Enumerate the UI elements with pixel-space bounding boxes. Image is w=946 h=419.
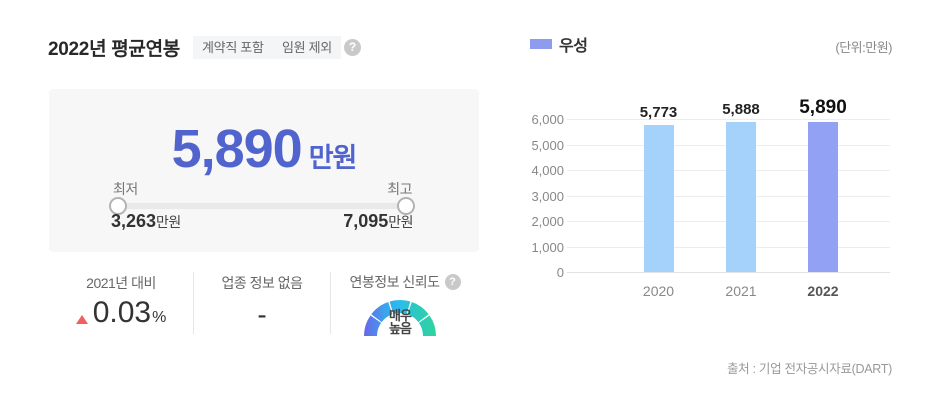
page-title: 2022년 평균연봉 [48, 39, 180, 60]
stat-reliability: 연봉정보 신뢰도 ? 매우 높음 [331, 270, 479, 338]
salary-range-track [112, 203, 412, 209]
help-icon[interactable]: ? [444, 274, 461, 290]
reliability-gauge [364, 300, 436, 336]
x-axis-tick-label: 2022 [807, 283, 839, 299]
stat-industry: 업종 정보 없음 - [194, 270, 330, 338]
reliability-level: 매우 높음 [362, 309, 438, 335]
chart-legend: 우성 [530, 32, 588, 56]
divider [193, 272, 194, 334]
y-axis-tick-label: 6,000 [531, 112, 564, 127]
reliability-level-line1: 매우 [389, 308, 412, 323]
average-salary-unit: 만원 [308, 143, 358, 173]
bar-2022[interactable] [808, 121, 838, 272]
max-salary-unit: 만원 [388, 214, 413, 230]
salary-range-values: 3,263만원 7,095만원 [111, 211, 413, 233]
stat-yoy-value-row: 0.03 % [49, 298, 193, 328]
stat-yoy-label: 2021년 대비 [86, 275, 156, 291]
badge-executives-excluded: 임원 제외 [273, 36, 341, 59]
x-axis-tick-label: 2020 [642, 283, 675, 299]
average-salary-amount-row: 5,890 만원 [49, 122, 479, 176]
stat-industry-label: 업종 정보 없음 [221, 275, 303, 291]
legend-swatch [530, 39, 552, 49]
min-salary: 3,263만원 [111, 211, 181, 233]
up-triangle-icon [75, 314, 88, 324]
bar-value-label: 5,890 [799, 96, 847, 118]
salary-range-min-handle[interactable] [109, 197, 127, 215]
max-salary: 7,095만원 [343, 211, 413, 233]
y-axis-tick-label: 0 [556, 265, 564, 280]
gauge-segment [418, 315, 436, 336]
source-note: 출처 : 기업 전자공시자료(DART) [726, 362, 892, 376]
help-icon[interactable]: ? [344, 39, 361, 56]
average-salary-card: 5,890 만원 최저 최고 3,263만원 7,095만원 [49, 89, 479, 252]
bar-value-label: 5,773 [639, 103, 678, 121]
gauge-segment [364, 315, 382, 336]
gridline [567, 272, 890, 273]
gridline [567, 119, 890, 120]
stat-yoy: 2021년 대비 0.03 % [49, 270, 193, 338]
bar-value-label: 5,888 [722, 100, 760, 118]
salary-range-max-handle[interactable] [397, 197, 415, 215]
x-axis-tick-label: 2021 [725, 283, 757, 299]
min-salary-unit: 만원 [156, 214, 181, 230]
bar-2021[interactable] [726, 121, 756, 272]
y-axis-tick-label: 5,000 [531, 137, 564, 153]
average-salary-value: 5,890 [171, 119, 303, 179]
y-axis-tick-label: 2,000 [531, 214, 564, 229]
stat-yoy-unit: % [152, 309, 167, 326]
max-salary-value: 7,095 [343, 211, 389, 231]
stat-reliability-label: 연봉정보 신뢰도 [349, 274, 440, 290]
stat-yoy-value: 0.03 [92, 296, 152, 329]
badge-contract-included: 계약직 포함 [193, 36, 273, 59]
gauge-segment [389, 300, 411, 314]
min-label: 최저 [113, 181, 138, 197]
y-axis-tick-label: 4,000 [531, 163, 564, 178]
stat-reliability-label-row: 연봉정보 신뢰도 ? [331, 272, 479, 292]
max-label: 최고 [387, 181, 412, 197]
chart-unit-note: (단위:만원) [835, 40, 892, 55]
y-axis-tick-label: 3,000 [531, 188, 564, 204]
divider [330, 272, 331, 334]
gauge-segment [371, 302, 393, 323]
y-axis-tick-label: 1,000 [531, 239, 564, 255]
stat-industry-value: - [257, 299, 267, 330]
legend-label: 우성 [559, 38, 588, 55]
bar-2020[interactable] [643, 124, 674, 272]
reliability-level-line2: 높음 [389, 321, 412, 336]
min-salary-value: 3,263 [111, 211, 157, 231]
gauge-segment [407, 302, 429, 323]
